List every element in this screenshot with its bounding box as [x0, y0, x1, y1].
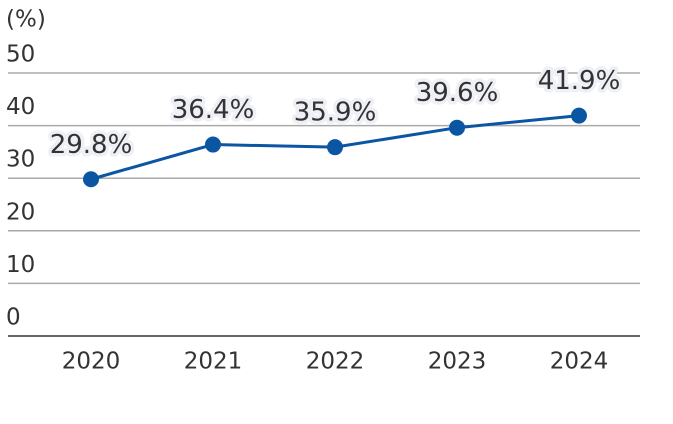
y-tick-label: 10 — [6, 252, 35, 278]
x-tick-label: 2023 — [428, 349, 487, 375]
point — [205, 136, 221, 153]
value-label: 35.9% — [294, 98, 377, 128]
point — [571, 107, 587, 124]
y-tick-label: 30 — [6, 147, 35, 173]
value-label: 39.6% — [416, 78, 499, 108]
value-label: 29.8% — [50, 130, 133, 160]
x-tick-label: 2022 — [306, 349, 365, 375]
y-tick-label: 40 — [6, 94, 35, 120]
x-tick-label: 2024 — [550, 349, 609, 375]
point — [449, 119, 465, 136]
y-axis-label: (%) — [6, 7, 46, 33]
point — [327, 139, 343, 156]
x-tick-label: 2020 — [62, 349, 121, 375]
y-tick-label: 0 — [6, 305, 21, 331]
x-tick-label: 2021 — [184, 349, 243, 375]
value-label: 41.9% — [538, 66, 621, 96]
y-tick-label: 50 — [6, 42, 35, 68]
value-label: 36.4% — [172, 95, 255, 125]
point — [83, 171, 99, 188]
y-tick-label: 20 — [6, 199, 35, 225]
